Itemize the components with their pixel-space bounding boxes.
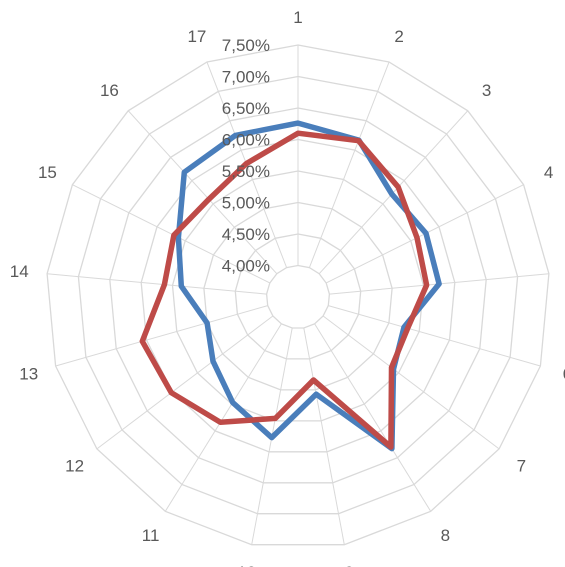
- grid-ring: [171, 170, 425, 422]
- category-label: 6: [563, 365, 565, 384]
- category-label: 1: [293, 8, 302, 27]
- radar-grid: [46, 44, 550, 546]
- category-label: 3: [482, 81, 491, 100]
- category-labels: 1234567891011121314151617: [10, 8, 565, 567]
- category-label: 17: [187, 27, 206, 46]
- grid-ring: [77, 75, 519, 515]
- radial-tick-label: 6,00%: [222, 131, 270, 150]
- category-label: 8: [441, 526, 450, 545]
- category-label: 4: [544, 163, 553, 182]
- category-label: 2: [394, 27, 403, 46]
- grid-spoke: [47, 273, 267, 295]
- radial-tick-label: 7,50%: [222, 36, 270, 55]
- series-line-1: [175, 120, 442, 452]
- radial-tick-label: 5,50%: [222, 162, 270, 181]
- grid-ring: [265, 264, 331, 329]
- grid-ring: [140, 138, 456, 453]
- category-label: 13: [19, 365, 38, 384]
- radial-tick-label: 7,00%: [222, 68, 270, 87]
- grid-spoke: [303, 327, 345, 545]
- category-label: 12: [65, 457, 84, 476]
- grid-spoke: [308, 61, 390, 268]
- category-label: 16: [100, 81, 119, 100]
- category-label: 10: [237, 563, 256, 567]
- grid-spoke: [72, 184, 271, 284]
- category-label: 9: [345, 563, 354, 567]
- grid-ring: [234, 233, 362, 360]
- radial-tick-label: 4,50%: [222, 225, 270, 244]
- grid-spoke: [314, 323, 432, 512]
- radial-tick-label: 6,50%: [222, 99, 270, 118]
- radial-tick-label: 4,00%: [222, 257, 270, 276]
- radial-tick-label: 5,00%: [222, 194, 270, 213]
- grid-spoke: [328, 305, 541, 367]
- grid-spoke: [127, 110, 278, 275]
- series-line-2: [139, 130, 430, 450]
- grid-ring: [203, 201, 393, 391]
- category-label: 7: [517, 457, 526, 476]
- grid-spoke: [322, 315, 500, 450]
- grid-spoke: [55, 305, 268, 367]
- series-group: [139, 120, 442, 452]
- grid-spoke: [96, 315, 274, 450]
- category-label: 11: [142, 526, 160, 545]
- category-label: 15: [38, 163, 57, 182]
- radial-tick-labels: 4,00% 4,50% 5,00% 5,50% 6,00% 6,50% 7,00% 7,50%: [222, 36, 270, 276]
- grid-spoke: [164, 323, 282, 512]
- grid-ring: [109, 107, 487, 484]
- grid-ring: [46, 44, 550, 546]
- category-label: 14: [10, 262, 29, 281]
